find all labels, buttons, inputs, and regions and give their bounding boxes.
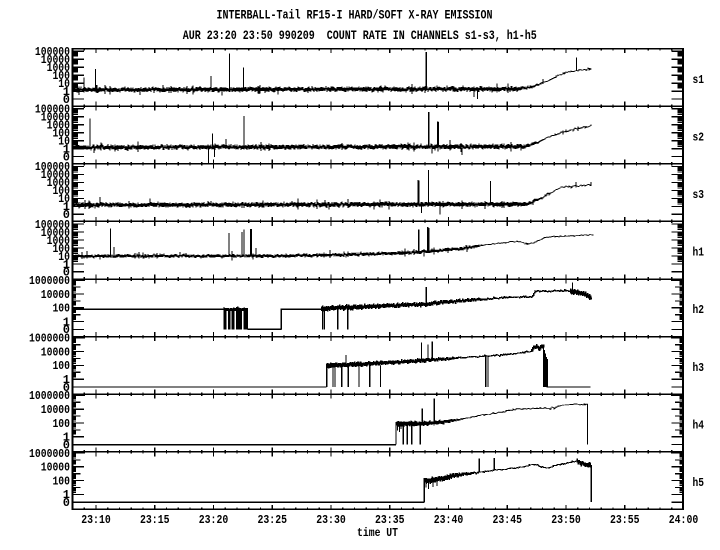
svg-text:h2: h2 — [693, 303, 705, 317]
svg-text:10000: 10000 — [41, 168, 70, 182]
svg-text:1000000: 1000000 — [29, 274, 70, 288]
svg-text:1: 1 — [63, 143, 70, 157]
svg-text:23:35: 23:35 — [375, 513, 405, 527]
svg-text:s3: s3 — [693, 188, 705, 202]
svg-text:100000: 100000 — [35, 103, 70, 117]
svg-text:1000000: 1000000 — [29, 332, 70, 346]
svg-text:1000: 1000 — [47, 234, 70, 248]
svg-text:23:10: 23:10 — [81, 513, 111, 527]
svg-text:10000: 10000 — [41, 403, 70, 417]
svg-text:23:30: 23:30 — [316, 513, 346, 527]
svg-text:10000: 10000 — [41, 111, 70, 125]
svg-text:100000: 100000 — [35, 45, 70, 59]
svg-text:0: 0 — [63, 208, 70, 222]
svg-text:100: 100 — [52, 417, 70, 431]
svg-text:1: 1 — [63, 431, 70, 445]
svg-text:1000: 1000 — [47, 176, 70, 190]
svg-text:0: 0 — [63, 150, 70, 164]
svg-text:23:55: 23:55 — [610, 513, 640, 527]
svg-text:0: 0 — [63, 266, 70, 280]
svg-text:1000: 1000 — [47, 61, 70, 75]
svg-text:0: 0 — [63, 323, 70, 337]
svg-text:1: 1 — [63, 373, 70, 387]
svg-text:0: 0 — [63, 381, 70, 395]
svg-text:h5: h5 — [693, 476, 705, 490]
svg-text:AUR 23:20 23:50 990209 COUNT: AUR 23:20 23:50 990209 COUNT RATE IN CHA… — [183, 28, 537, 43]
svg-text:1: 1 — [63, 85, 70, 99]
svg-text:10000: 10000 — [41, 53, 70, 67]
svg-text:100: 100 — [52, 127, 70, 141]
svg-text:100: 100 — [52, 242, 70, 256]
svg-text:10: 10 — [58, 192, 70, 206]
svg-text:10: 10 — [58, 250, 70, 264]
svg-text:100000: 100000 — [35, 218, 70, 232]
svg-text:23:40: 23:40 — [434, 513, 464, 527]
svg-text:h1: h1 — [693, 246, 705, 260]
svg-text:23:25: 23:25 — [258, 513, 288, 527]
svg-text:23:45: 23:45 — [493, 513, 523, 527]
svg-text:0: 0 — [63, 438, 70, 452]
svg-text:100: 100 — [52, 474, 70, 488]
svg-text:1000000: 1000000 — [29, 447, 70, 461]
svg-text:100: 100 — [52, 69, 70, 83]
svg-text:1: 1 — [63, 258, 70, 272]
svg-text:0: 0 — [63, 93, 70, 107]
svg-text:10000: 10000 — [41, 288, 70, 302]
svg-text:100: 100 — [52, 359, 70, 373]
svg-text:INTERBALL-Tail RF15-I HARD/SOF: INTERBALL-Tail RF15-I HARD/SOFT X-RAY EM… — [217, 7, 493, 22]
svg-text:time UT: time UT — [357, 526, 398, 540]
svg-text:s1: s1 — [693, 73, 705, 87]
svg-text:1000: 1000 — [47, 119, 70, 133]
svg-text:1000000: 1000000 — [29, 389, 70, 403]
svg-text:23:15: 23:15 — [140, 513, 170, 527]
svg-text:s2: s2 — [693, 130, 705, 144]
svg-text:0: 0 — [63, 496, 70, 510]
svg-text:100000: 100000 — [35, 160, 70, 174]
svg-text:100: 100 — [52, 302, 70, 316]
svg-text:10000: 10000 — [41, 345, 70, 359]
svg-text:100: 100 — [52, 184, 70, 198]
svg-text:1: 1 — [63, 488, 70, 502]
svg-text:23:50: 23:50 — [551, 513, 581, 527]
svg-text:10000: 10000 — [41, 461, 70, 475]
svg-text:23:20: 23:20 — [199, 513, 229, 527]
svg-text:h3: h3 — [693, 361, 705, 375]
svg-text:10000: 10000 — [41, 226, 70, 240]
svg-text:10: 10 — [58, 77, 70, 91]
svg-text:10: 10 — [58, 135, 70, 149]
svg-text:24:00: 24:00 — [669, 513, 699, 527]
svg-text:1: 1 — [63, 315, 70, 329]
svg-text:h4: h4 — [693, 418, 705, 432]
svg-text:1: 1 — [63, 200, 70, 214]
